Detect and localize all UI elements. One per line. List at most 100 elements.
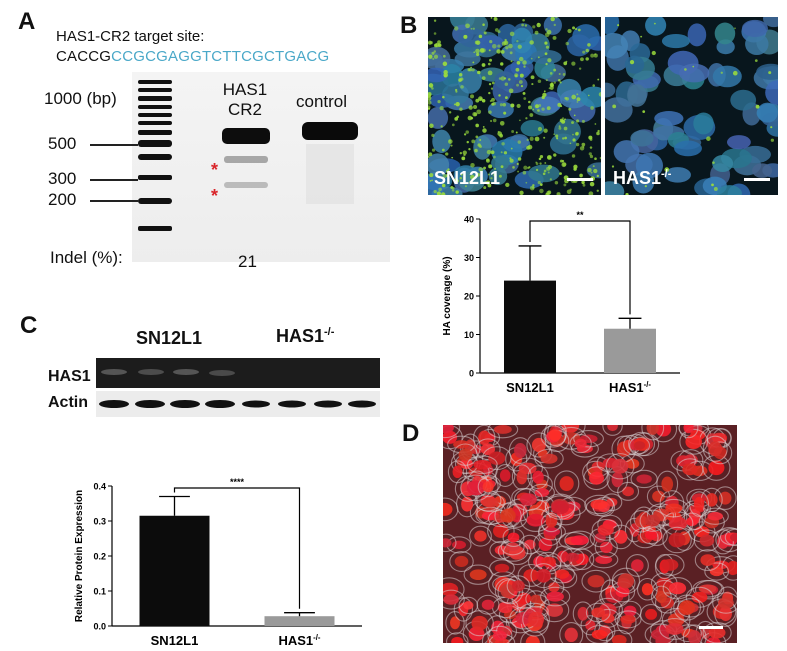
blot-row-actin: Actin: [48, 394, 88, 411]
ha-signal-dot: [564, 118, 566, 121]
ha-signal-dot: [576, 101, 579, 103]
cell-membrane: [569, 434, 592, 454]
ha-signal-dot: [642, 110, 646, 114]
ha-signal-dot: [585, 57, 589, 61]
ha-signal-dot: [445, 152, 449, 156]
cell-nucleus: [620, 614, 636, 624]
cell-nucleus: [665, 503, 683, 513]
cell-nucleus: [636, 474, 652, 484]
nucleus: [511, 27, 533, 54]
ha-signal-dot: [477, 70, 481, 75]
ha-signal-dot: [590, 53, 595, 58]
marker-300-line: [90, 179, 138, 181]
cell-nucleus: [532, 470, 544, 484]
ha-signal-dot: [433, 50, 437, 53]
cell-nucleus: [615, 586, 630, 598]
cell-membrane: [540, 513, 562, 533]
ha-signal-dot: [470, 174, 475, 180]
cell-membrane: [617, 481, 640, 501]
ha-signal-dot: [429, 123, 434, 129]
cell-membrane: [469, 525, 492, 547]
ha-signal-dot: [440, 125, 443, 128]
ha-signal-dot: [644, 185, 647, 188]
cell-membrane: [702, 622, 732, 643]
ha-signal-dot: [488, 91, 491, 95]
cell-nucleus: [683, 425, 694, 434]
ha-signal-dot: [441, 183, 446, 188]
panel-c-label: C: [20, 312, 38, 339]
ha-signal-dot: [588, 191, 594, 195]
significance-bracket: [173, 487, 301, 609]
cell-membrane: [477, 476, 499, 498]
cell-nucleus: [712, 432, 726, 444]
ha-signal-dot: [732, 70, 738, 76]
cell-membrane: [694, 549, 721, 571]
cell-nucleus: [661, 558, 679, 571]
cell-membrane: [724, 528, 737, 547]
ha-signal-dot: [592, 84, 595, 87]
ha-signal-dot: [585, 48, 590, 53]
nucleus: [756, 63, 778, 80]
ha-signal-dot: [441, 148, 445, 152]
ha-signal-dot: [437, 43, 442, 48]
ha-signal-dot: [561, 159, 565, 163]
lane-has1-label: HAS1 CR2: [222, 80, 268, 120]
ha-signal-dot: [491, 81, 495, 85]
ha-signal-dot: [587, 43, 591, 47]
ha-signal-dot: [483, 186, 487, 190]
ha-signal-dot: [543, 169, 547, 173]
ha-signal-dot: [531, 83, 534, 86]
cell-membrane: [685, 586, 714, 608]
cell-membrane: [530, 563, 557, 589]
cell-nucleus: [599, 541, 613, 554]
ha-signal-dot: [462, 171, 466, 174]
ha-signal-dot: [510, 60, 513, 63]
significance-label: **: [576, 210, 584, 220]
ha-signal-dot: [573, 114, 576, 117]
cell-membrane: [656, 470, 679, 498]
ha-signal-dot: [516, 39, 519, 43]
label-base: HAS1: [613, 168, 662, 188]
ha-signal-dot: [537, 56, 540, 59]
ha-signal-dot: [545, 45, 550, 49]
ha-signal-dot: [589, 138, 593, 141]
nucleus: [745, 33, 769, 56]
ha-signal-dot: [479, 48, 485, 53]
ha-signal-dot: [488, 110, 492, 114]
ha-signal-dot: [445, 169, 450, 173]
nucleus: [741, 19, 768, 38]
nucleus: [730, 89, 757, 111]
nucleus: [765, 80, 778, 105]
cell-nucleus: [511, 580, 525, 592]
cell-nucleus: [611, 471, 624, 488]
cell-nucleus: [528, 611, 545, 628]
cell-nucleus: [709, 566, 724, 577]
cell-membrane: [447, 460, 468, 484]
cell-membrane: [676, 458, 704, 481]
ha-signal-dot: [555, 17, 558, 19]
ha-signal-dot: [525, 181, 528, 184]
ha-signal-dot: [449, 111, 452, 114]
cell-membrane: [540, 586, 571, 607]
ha-signal-dot: [572, 133, 574, 136]
cell-membrane: [494, 503, 522, 529]
ha-signal-dot: [479, 138, 482, 141]
cell-membrane: [527, 465, 549, 490]
gel-image: [132, 72, 390, 262]
ha-signal-dot: [489, 40, 493, 44]
ha-signal-dot: [467, 115, 473, 121]
cell-nucleus: [534, 488, 550, 497]
cell-nucleus: [466, 480, 485, 496]
ha-signal-dot: [537, 126, 543, 132]
ha-signal-dot: [530, 75, 535, 80]
ha-signal-dot: [526, 138, 529, 142]
y-tick-label: 0.3: [93, 517, 106, 527]
nucleus: [645, 17, 667, 36]
ha-signal-dot: [534, 30, 539, 35]
ha-signal-dot: [562, 137, 565, 140]
label-base: HAS1: [276, 326, 325, 346]
cell-membrane: [605, 453, 635, 480]
ha-signal-dot: [549, 72, 553, 75]
cell-nucleus: [526, 513, 545, 527]
ha-signal-dot: [564, 96, 568, 100]
